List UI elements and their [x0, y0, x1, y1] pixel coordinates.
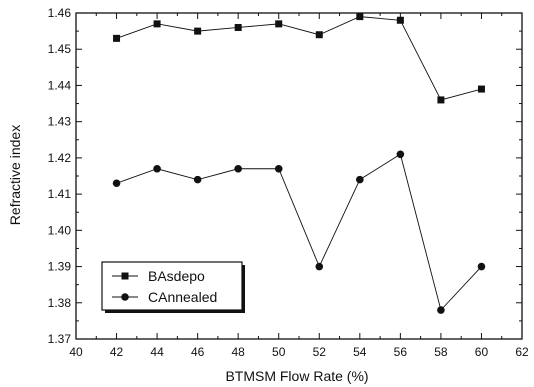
series-line-basdepo: [116, 16, 482, 101]
data-point-basdepo: [477, 85, 485, 93]
series-line-cannealed: [116, 153, 482, 311]
data-point-cannealed: [437, 306, 445, 314]
x-tick-label: 40: [69, 345, 83, 359]
data-point-basdepo: [356, 13, 364, 21]
data-point-cannealed: [315, 262, 324, 271]
data-point-basdepo: [153, 20, 161, 28]
y-tick-label: 1.46: [48, 6, 72, 20]
x-tick-label: 60: [475, 345, 489, 359]
x-tick-label: 42: [110, 345, 124, 359]
legend-label-cannealed: CAnnealed: [148, 289, 217, 305]
x-tick-label: 56: [394, 345, 408, 359]
data-point-basdepo: [275, 20, 283, 28]
legend-marker-basdepo: [121, 272, 129, 280]
x-tick-label: 58: [434, 345, 448, 359]
legend-label-basdepo: BAsdepo: [148, 268, 205, 284]
x-tick-label: 50: [272, 345, 286, 359]
x-axis-title: BTMSM Flow Rate (%): [225, 368, 368, 384]
legend-marker-cannealed: [121, 293, 129, 301]
y-tick-label: 1.42: [48, 151, 72, 165]
y-tick-label: 1.43: [48, 115, 72, 129]
data-point-cannealed: [356, 175, 364, 184]
y-tick-label: 1.38: [48, 296, 72, 310]
x-tick-label: 54: [353, 345, 367, 359]
data-point-basdepo: [437, 96, 445, 104]
x-tick-label: 46: [191, 345, 205, 359]
y-tick-label: 1.39: [48, 260, 72, 274]
data-point-cannealed: [153, 164, 161, 173]
data-point-basdepo: [194, 27, 202, 35]
y-tick-label: 1.40: [48, 223, 72, 237]
y-tick-label: 1.41: [48, 187, 72, 201]
data-point-cannealed: [274, 164, 283, 173]
y-tick-label: 1.37: [48, 332, 72, 346]
data-point-cannealed: [193, 175, 202, 184]
y-axis-title: Refractive index: [7, 125, 23, 225]
data-point-cannealed: [396, 150, 405, 159]
legend-box: [101, 261, 243, 311]
x-tick-label: 48: [232, 345, 246, 359]
data-point-basdepo: [234, 23, 242, 31]
y-tick-label: 1.45: [48, 42, 72, 56]
data-point-cannealed: [112, 179, 121, 188]
y-tick-label: 1.44: [48, 78, 72, 92]
data-point-basdepo: [315, 31, 323, 39]
data-point-basdepo: [396, 16, 404, 24]
data-point-basdepo: [113, 34, 121, 42]
x-tick-label: 44: [150, 345, 164, 359]
x-tick-label: 52: [313, 345, 327, 359]
data-point-cannealed: [234, 164, 242, 173]
x-tick-label: 62: [515, 345, 529, 359]
data-point-cannealed: [477, 262, 486, 271]
